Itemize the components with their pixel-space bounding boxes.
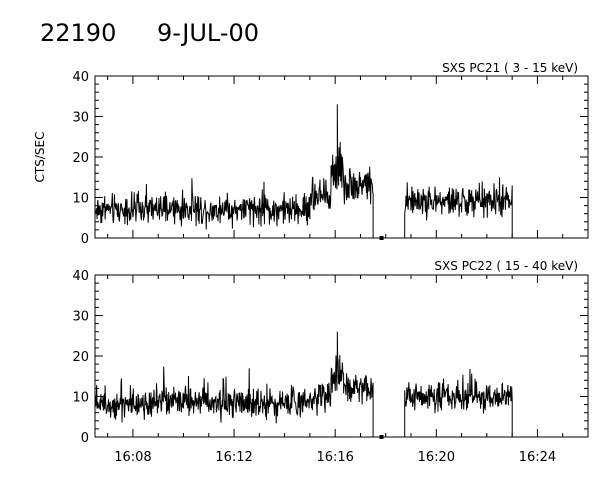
lightcurve-trace-segment — [94, 331, 374, 437]
x-tick-label: 16:20 — [418, 450, 455, 465]
zero-data-marker — [379, 435, 384, 439]
y-axis-label: CTS/SEC — [33, 132, 47, 183]
lightcurve-trace-segment — [94, 104, 374, 238]
observation-date: 9-JUL-00 — [157, 19, 259, 47]
x-tick-label: 16:24 — [519, 450, 556, 465]
y-tick-label: 0 — [81, 232, 89, 247]
lightcurve-trace-segment — [404, 368, 513, 437]
y-tick-label: 10 — [72, 192, 89, 207]
panel-pc22: SXS PC22 ( 15 - 40 keV) 0 10 20 30 40 16:08 16:… — [72, 259, 589, 465]
y-tick-label: 0 — [81, 431, 89, 446]
y-tick-label: 20 — [72, 350, 89, 365]
panel-title: SXS PC21 ( 3 - 15 keV) — [442, 61, 578, 75]
y-tick-label: 10 — [72, 391, 89, 406]
lightcurve-trace-segment — [404, 177, 513, 238]
y-tick-label: 30 — [72, 111, 89, 126]
y-tick-label: 40 — [72, 269, 89, 284]
zero-data-marker — [379, 236, 384, 240]
x-tick-label: 16:08 — [114, 450, 151, 465]
panel-pc21: SXS PC21 ( 3 - 15 keV) CTS/SEC 0 10 20 30 40 — [33, 61, 589, 247]
x-tick-label: 16:16 — [316, 450, 353, 465]
y-tick-label: 20 — [72, 151, 89, 166]
observation-id: 22190 — [40, 19, 116, 47]
x-tick-label: 16:12 — [215, 450, 252, 465]
panel-title: SXS PC22 ( 15 - 40 keV) — [434, 259, 578, 273]
y-tick-label: 40 — [72, 70, 89, 85]
y-tick-label: 30 — [72, 310, 89, 325]
